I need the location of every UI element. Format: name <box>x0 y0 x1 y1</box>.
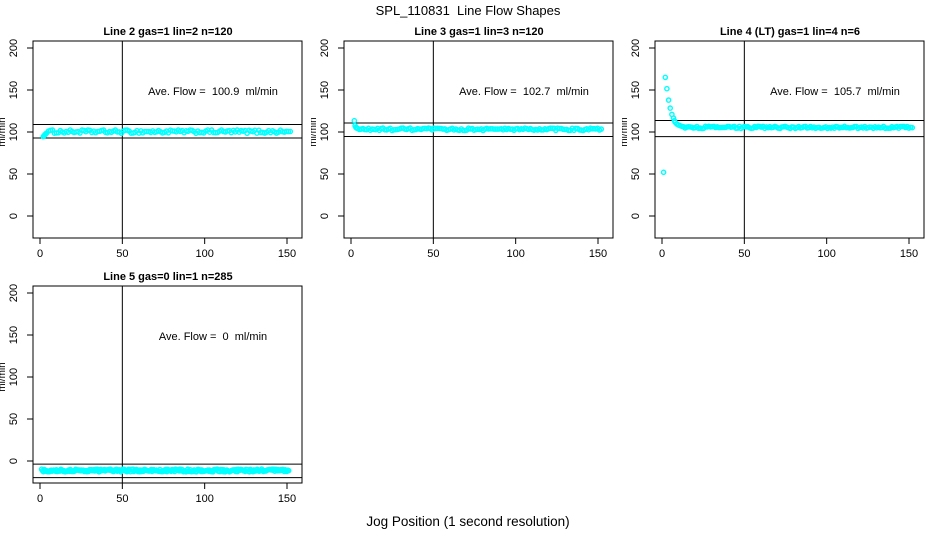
y-tick-label: 200 <box>319 39 331 57</box>
axes: 0 50 100 150 0 50 100 150 200 ml/min <box>622 39 925 260</box>
y-tick-label: 0 <box>630 213 642 219</box>
x-tick-label: 150 <box>589 248 607 260</box>
panel-line-3-ave-flow-annotation: Ave. Flow = 102.7 ml/min <box>459 86 589 98</box>
y-tick-label: 50 <box>319 168 331 180</box>
data-points <box>40 127 294 140</box>
plot-area: 0 50 100 150 0 50 100 150 200 ml/min <box>311 39 614 260</box>
x-tick-label: 0 <box>37 493 43 505</box>
data-points <box>660 74 916 176</box>
panel-line-3: Line 3 gas=1 lin=3 n=120 Ave. Flow = 102… <box>311 18 623 268</box>
reference-lines <box>33 41 302 238</box>
x-tick-label: 0 <box>659 248 665 260</box>
x-tick-label: 150 <box>278 493 296 505</box>
x-tick-label: 50 <box>738 248 750 260</box>
reference-lines <box>344 41 613 238</box>
reference-lines <box>655 41 924 238</box>
data-points <box>351 117 605 134</box>
data-point <box>909 124 916 131</box>
panel-line-2-title: Line 2 gas=1 lin=2 n=120 <box>103 26 233 38</box>
y-tick-label: 150 <box>8 81 20 99</box>
y-tick-label: 0 <box>8 458 20 464</box>
panel-line-2: Line 2 gas=1 lin=2 n=120 Ave. Flow = 100… <box>0 18 312 268</box>
data-point <box>287 128 294 135</box>
panel-line-3-title: Line 3 gas=1 lin=3 n=120 <box>414 26 544 38</box>
panel-line-5-title: Line 5 gas=0 lin=1 n=285 <box>103 271 233 283</box>
y-tick-label: 0 <box>8 213 20 219</box>
x-tick-label: 100 <box>195 248 213 260</box>
y-axis-label: ml/min <box>311 117 319 146</box>
data-point <box>351 117 358 124</box>
y-tick-label: 100 <box>8 123 20 141</box>
x-tick-label: 100 <box>817 248 835 260</box>
data-point <box>53 130 60 136</box>
x-tick-label: 150 <box>278 248 296 260</box>
x-tick-label: 0 <box>37 248 43 260</box>
panel-line-5-ave-flow-annotation: Ave. Flow = 0 ml/min <box>158 331 268 343</box>
axes: 0 50 100 150 0 50 100 150 200 ml/min <box>311 39 614 260</box>
x-tick-label: 50 <box>427 248 439 260</box>
x-tick-label: 100 <box>506 248 524 260</box>
y-tick-label: 150 <box>630 81 642 99</box>
y-tick-label: 200 <box>8 284 20 302</box>
plot-box <box>32 285 303 484</box>
y-axis-label: ml/min <box>0 362 8 391</box>
x-tick-label: 50 <box>116 248 128 260</box>
y-tick-label: 150 <box>8 326 20 344</box>
y-tick-label: 50 <box>630 168 642 180</box>
y-tick-label: 150 <box>319 81 331 99</box>
data-point <box>285 128 292 135</box>
y-axis-label: ml/min <box>622 117 630 146</box>
figure-x-axis-label: Jog Position (1 second resolution) <box>366 514 570 529</box>
data-point <box>285 467 292 474</box>
data-point <box>662 74 669 81</box>
y-tick-label: 50 <box>8 413 20 425</box>
plot-box <box>32 40 303 239</box>
y-tick-label: 50 <box>8 168 20 180</box>
reference-lines <box>33 286 302 483</box>
y-tick-label: 100 <box>319 123 331 141</box>
panel-line-2-ave-flow-annotation: Ave. Flow = 100.9 ml/min <box>148 86 278 98</box>
data-point <box>664 85 670 92</box>
y-tick-label: 200 <box>8 39 20 57</box>
y-tick-label: 100 <box>8 368 20 386</box>
plot-area: 0 50 100 150 0 50 100 150 200 ml/min <box>622 39 925 260</box>
y-tick-label: 200 <box>630 39 642 57</box>
panel-line-4-title: Line 4 (LT) gas=1 lin=4 n=6 <box>719 26 861 38</box>
x-tick-label: 150 <box>900 248 918 260</box>
data-point <box>660 169 667 176</box>
data-point <box>665 97 672 103</box>
data-point <box>598 126 605 132</box>
data-points <box>38 466 292 475</box>
data-point <box>667 105 674 111</box>
panel-line-5: Line 5 gas=0 lin=1 n=285 Ave. Flow = 0 m… <box>0 263 312 513</box>
y-tick-label: 100 <box>630 123 642 141</box>
plot-box <box>654 40 925 239</box>
plot-area: 0 50 100 150 0 50 100 150 200 ml/min <box>0 39 303 260</box>
x-tick-label: 0 <box>348 248 354 260</box>
panel-line-4-ave-flow-annotation: Ave. Flow = 105.7 ml/min <box>770 86 900 98</box>
panel-line-4: Line 4 (LT) gas=1 lin=4 n=6 Ave. Flow = … <box>622 18 934 268</box>
x-tick-label: 50 <box>116 493 128 505</box>
y-tick-label: 0 <box>319 213 331 219</box>
plot-box <box>343 40 614 239</box>
axes: 0 50 100 150 0 50 100 150 200 ml/min <box>0 39 303 260</box>
y-axis-label: ml/min <box>0 117 8 146</box>
figure-title: SPL_110831 Line Flow Shapes <box>375 3 561 18</box>
plot-area: 0 50 100 150 0 50 100 150 200 ml/min <box>0 284 303 505</box>
axes: 0 50 100 150 0 50 100 150 200 ml/min <box>0 284 303 505</box>
x-tick-label: 100 <box>195 493 213 505</box>
